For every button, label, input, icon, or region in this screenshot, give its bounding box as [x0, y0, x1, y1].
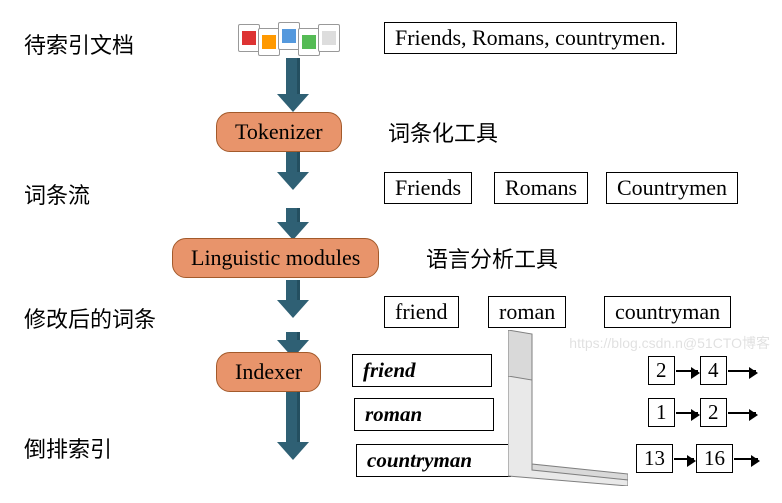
modified-token-box: roman	[488, 296, 566, 328]
label-token-stream: 词条流	[24, 178, 90, 210]
posting-num: 13	[636, 444, 673, 473]
label-docs: 待索引文档	[24, 28, 134, 60]
arrow-right-icon	[674, 458, 694, 460]
label-inverted-index: 倒排索引	[24, 432, 112, 464]
file-icon	[318, 24, 340, 52]
arrow-right-icon	[676, 370, 698, 372]
posting-num: 16	[696, 444, 733, 473]
input-doc-box: Friends, Romans, countrymen.	[384, 22, 677, 54]
posting-num: 1	[648, 398, 675, 427]
modified-token-box: friend	[384, 296, 459, 328]
tokenizer-note: 词条化工具	[388, 116, 498, 148]
indexer-box: Indexer	[216, 352, 321, 392]
linguistic-box: Linguistic modules	[172, 238, 379, 278]
arrow-down-icon	[282, 152, 304, 190]
index-term-box: friend	[352, 354, 492, 387]
tokenizer-box: Tokenizer	[216, 112, 342, 152]
token-box: Romans	[494, 172, 588, 204]
arrow-right-icon	[676, 412, 698, 414]
posting-num: 2	[648, 356, 675, 385]
modified-token-box: countryman	[604, 296, 731, 328]
arrow-right-icon	[728, 370, 756, 372]
watermark: https://blog.csdn.n@51CTO博客	[569, 333, 770, 353]
arrow-down-icon	[282, 280, 304, 318]
file-icon	[298, 28, 320, 56]
file-icon	[238, 24, 260, 52]
token-box: Friends	[384, 172, 472, 204]
file-icon	[278, 22, 300, 50]
arrow-down-icon	[282, 208, 304, 240]
arrow-right-icon	[728, 412, 756, 414]
arrow-right-icon	[734, 458, 758, 460]
linguistic-note: 语言分析工具	[426, 242, 558, 274]
posting-num: 2	[700, 398, 727, 427]
token-box: Countrymen	[606, 172, 738, 204]
funnel-icon	[508, 376, 628, 486]
arrow-down-icon	[282, 392, 304, 460]
doc-icons	[238, 18, 348, 62]
file-icon	[258, 28, 280, 56]
arrow-down-icon	[282, 58, 304, 112]
label-modified-tokens: 修改后的词条	[24, 302, 156, 334]
posting-num: 4	[700, 356, 727, 385]
index-term-box: roman	[354, 398, 494, 431]
index-term-box: countryman	[356, 444, 511, 477]
